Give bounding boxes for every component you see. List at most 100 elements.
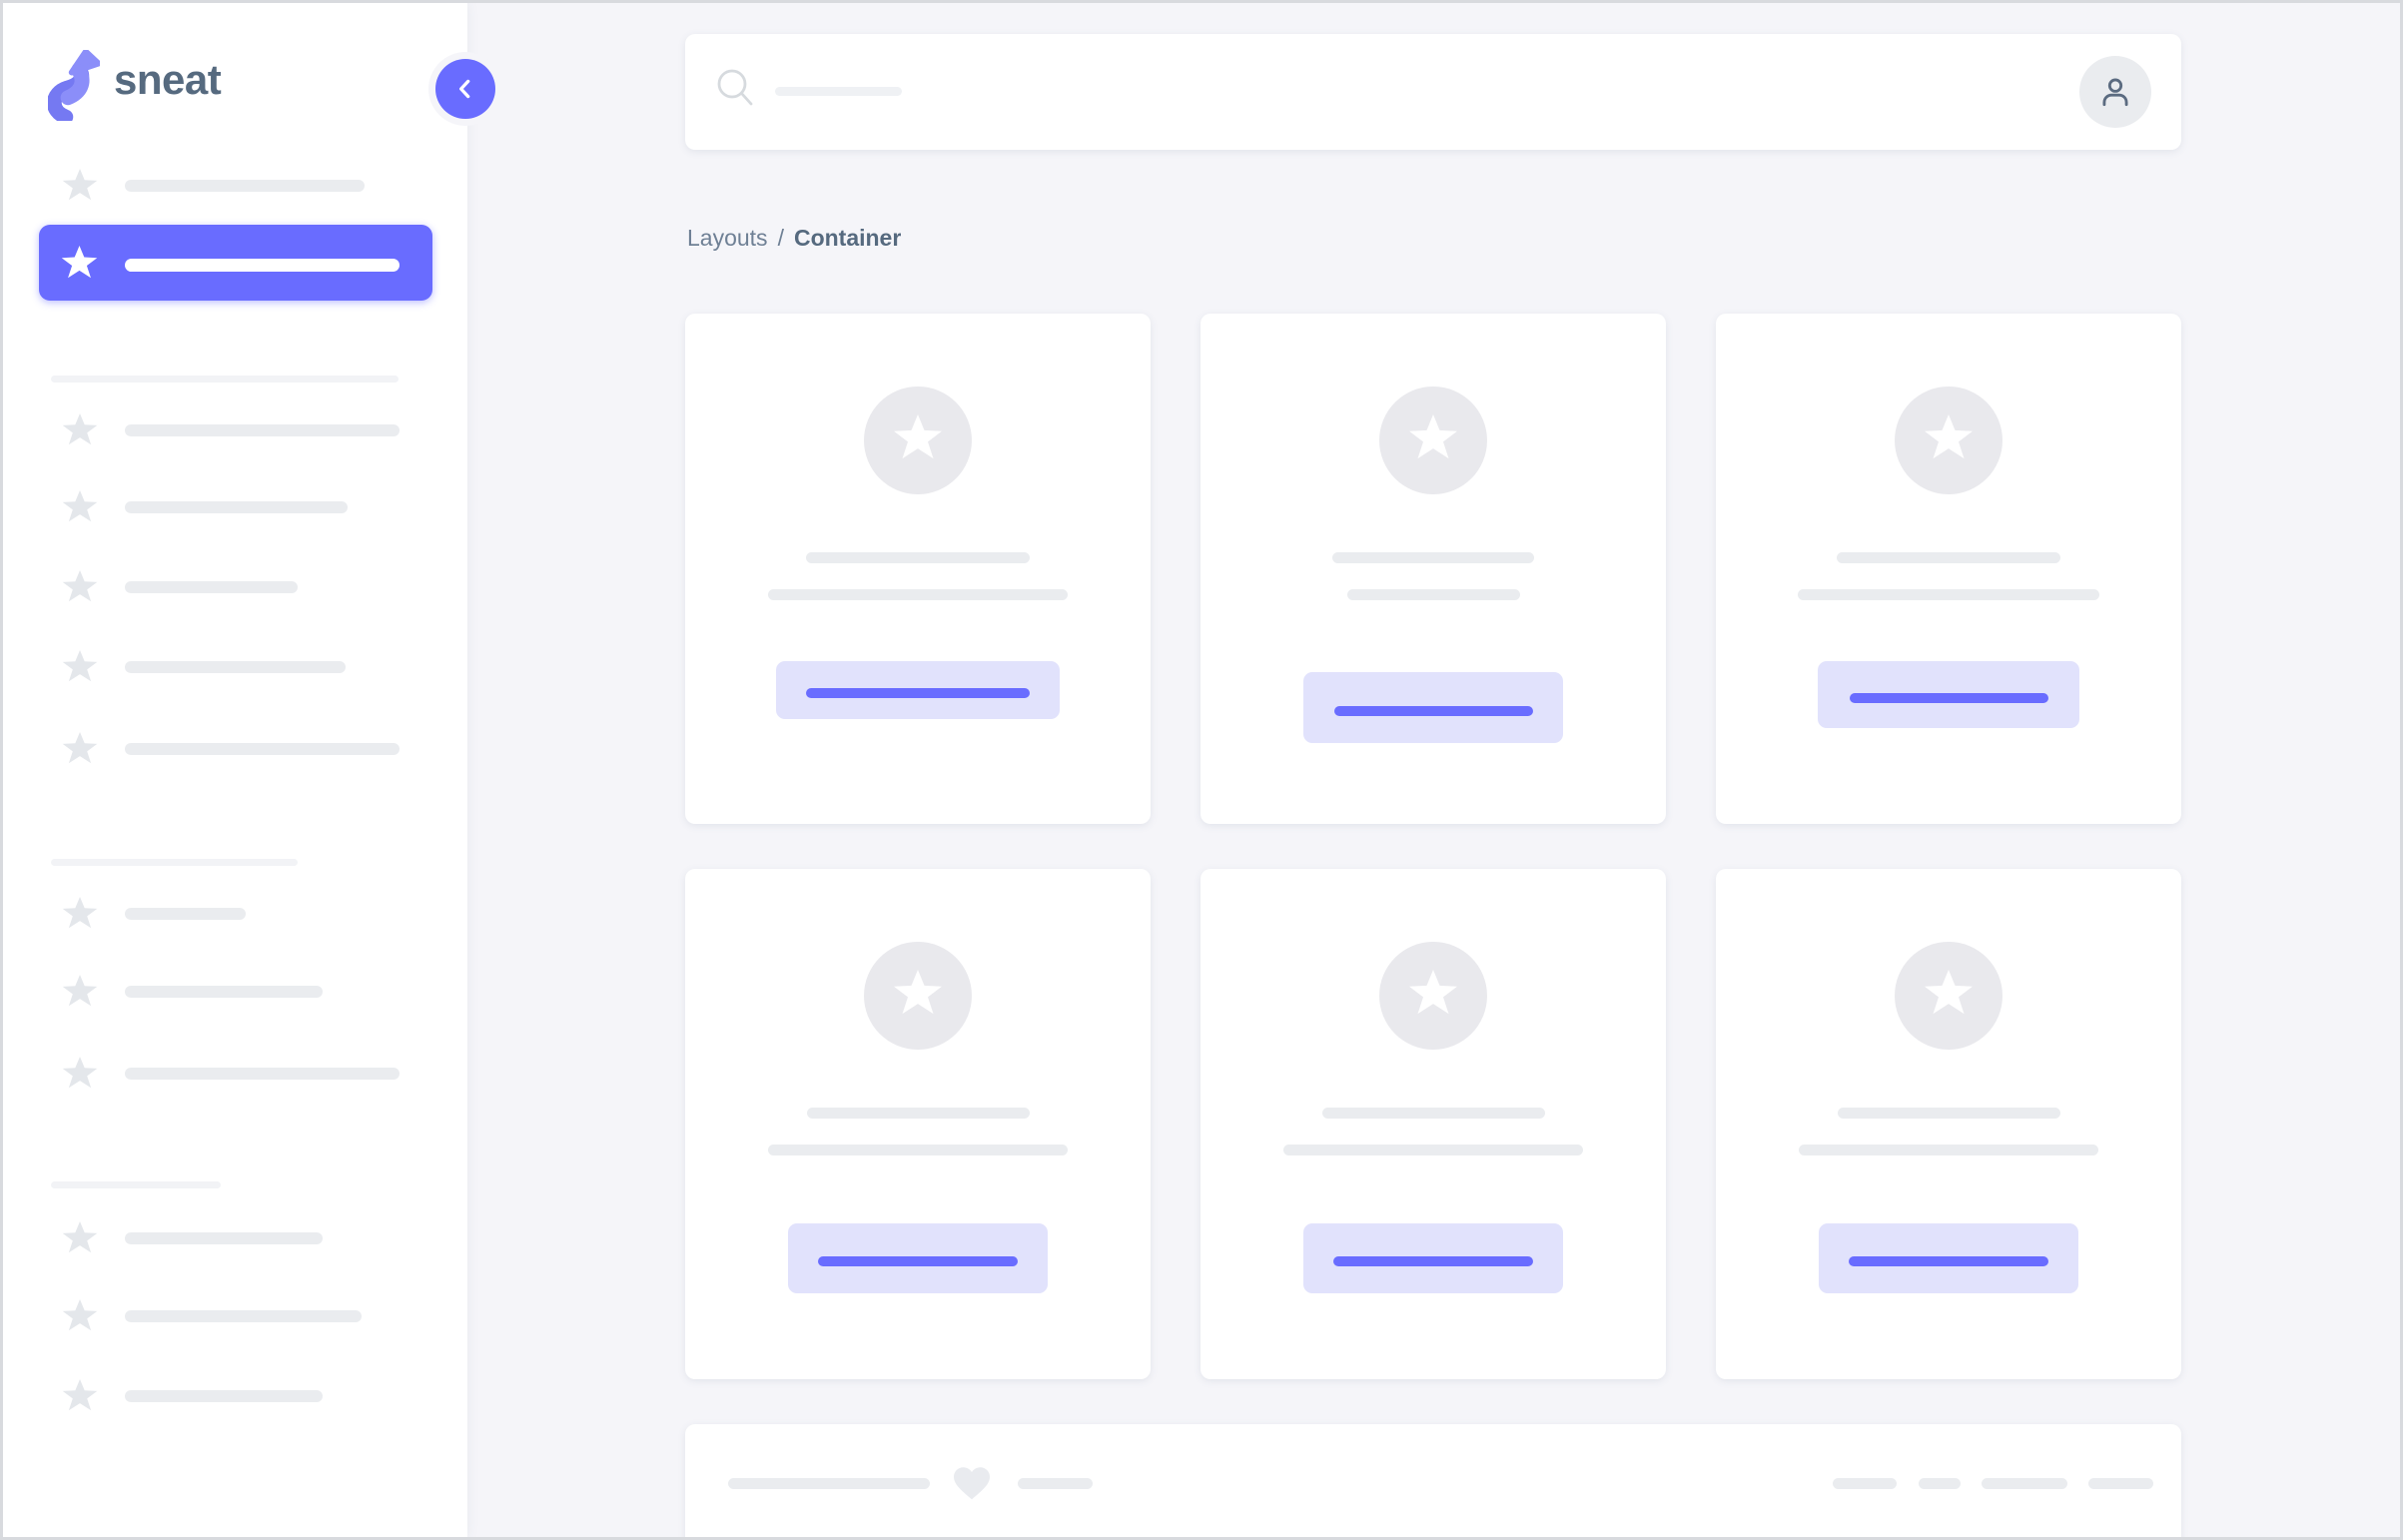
card-avatar-circle (864, 386, 972, 494)
menu-label-skeleton (125, 1068, 400, 1080)
card-action-button[interactable] (1303, 1223, 1563, 1293)
breadcrumb: Layouts / Container (687, 225, 901, 252)
list-meta-skeleton (2088, 1478, 2153, 1489)
list-meta-skeleton (1833, 1478, 1897, 1489)
button-label-skeleton (1333, 1256, 1533, 1266)
card-title-skeleton (1332, 552, 1534, 563)
card-title-skeleton (806, 1108, 1030, 1119)
content-card (685, 314, 1151, 824)
sidebar-menu-item[interactable] (3, 886, 467, 942)
content-card (1716, 314, 2181, 824)
sidebar-menu-item-active[interactable] (39, 225, 432, 301)
card-avatar-circle (1379, 942, 1487, 1050)
user-avatar[interactable] (2079, 56, 2151, 128)
menu-label-skeleton (125, 259, 400, 272)
star-icon (62, 1057, 98, 1089)
search-icon (717, 69, 753, 106)
menu-label-skeleton (125, 424, 400, 436)
heart-icon[interactable] (952, 1465, 992, 1501)
person-icon (2102, 78, 2128, 107)
menu-label-skeleton (125, 743, 400, 755)
list-item-skeleton (728, 1478, 930, 1489)
menu-label-skeleton (125, 501, 348, 513)
sidebar-menu-item[interactable] (3, 559, 467, 615)
star-icon (894, 970, 942, 1015)
breadcrumb-parent[interactable]: Layouts (687, 225, 768, 251)
sidebar-menu-item[interactable] (3, 1368, 467, 1424)
card-avatar-circle (1895, 942, 2002, 1050)
sidebar-menu-item[interactable] (3, 158, 467, 214)
star-icon (61, 246, 98, 279)
card-title-skeleton (1837, 552, 2060, 563)
card-text-skeleton (1346, 589, 1520, 600)
sidebar-section-divider (51, 376, 399, 383)
button-label-skeleton (806, 688, 1030, 698)
menu-label-skeleton (125, 1390, 323, 1402)
menu-label-skeleton (125, 661, 346, 673)
sidebar-menu-item[interactable] (3, 1046, 467, 1102)
sidebar-menu-item[interactable] (3, 1288, 467, 1344)
star-icon (1409, 970, 1457, 1015)
star-icon (62, 1221, 98, 1253)
sidebar-menu-item[interactable] (3, 402, 467, 458)
menu-label-skeleton (125, 1310, 362, 1322)
card-text-skeleton (768, 1145, 1068, 1155)
card-action-button[interactable] (1303, 672, 1563, 743)
sidebar-section-divider (51, 1181, 221, 1188)
star-icon (1409, 414, 1457, 459)
sidebar-menu-item[interactable] (3, 1210, 467, 1266)
card-action-button[interactable] (1818, 661, 2079, 728)
menu-label-skeleton (125, 581, 298, 593)
search-placeholder-skeleton (775, 87, 902, 96)
sneat-logo-icon (48, 50, 100, 121)
sidebar-collapse-button[interactable] (435, 59, 495, 119)
card-action-button[interactable] (776, 661, 1060, 719)
menu-label-skeleton (125, 180, 365, 192)
card-avatar-circle (1895, 386, 2002, 494)
logo-row: sneat (48, 43, 427, 128)
star-icon (1925, 970, 1973, 1015)
menu-label-skeleton (125, 1232, 323, 1244)
card-text-skeleton (768, 589, 1068, 600)
star-icon (1925, 414, 1973, 459)
card-action-button[interactable] (1819, 1223, 2078, 1293)
card-title-skeleton (1837, 1108, 2060, 1119)
content-card (685, 869, 1151, 1379)
breadcrumb-separator: / (777, 225, 784, 251)
card-text-skeleton (1283, 1145, 1583, 1155)
sidebar-menu-item[interactable] (3, 721, 467, 777)
star-icon (62, 897, 98, 929)
breadcrumb-current: Container (793, 225, 902, 251)
content-card (1716, 869, 2181, 1379)
sidebar-section-divider (51, 859, 298, 866)
button-label-skeleton (1849, 692, 2048, 703)
star-icon (62, 169, 98, 201)
star-icon (62, 490, 98, 522)
sidebar-menu-item[interactable] (3, 639, 467, 695)
star-icon (62, 732, 98, 764)
list-meta-skeleton (1982, 1478, 2067, 1489)
sidebar-menu-item[interactable] (3, 479, 467, 535)
star-icon (62, 1379, 98, 1411)
sidebar: sneat (3, 3, 495, 1537)
card-avatar-circle (864, 942, 972, 1050)
chevron-left-icon (459, 79, 470, 99)
star-icon (62, 570, 98, 602)
button-label-skeleton (1849, 1256, 2048, 1266)
star-icon (894, 414, 942, 459)
list-card (685, 1424, 2181, 1537)
list-meta-skeleton (1919, 1478, 1961, 1489)
star-icon (62, 1299, 98, 1331)
content-card (1201, 869, 1666, 1379)
menu-label-skeleton (125, 908, 246, 920)
sidebar-menu-item[interactable] (3, 964, 467, 1020)
card-text-skeleton (1799, 1145, 2098, 1155)
card-action-button[interactable] (788, 1223, 1048, 1293)
search-bar[interactable] (685, 34, 2181, 150)
list-item-skeleton (1018, 1478, 1093, 1489)
star-icon (62, 650, 98, 682)
card-title-skeleton (806, 552, 1030, 563)
card-avatar-circle (1379, 386, 1487, 494)
card-text-skeleton (1798, 589, 2099, 600)
